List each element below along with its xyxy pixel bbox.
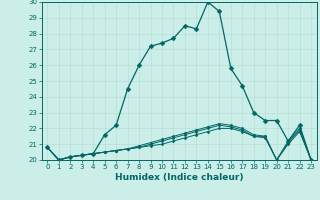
X-axis label: Humidex (Indice chaleur): Humidex (Indice chaleur) bbox=[115, 173, 244, 182]
